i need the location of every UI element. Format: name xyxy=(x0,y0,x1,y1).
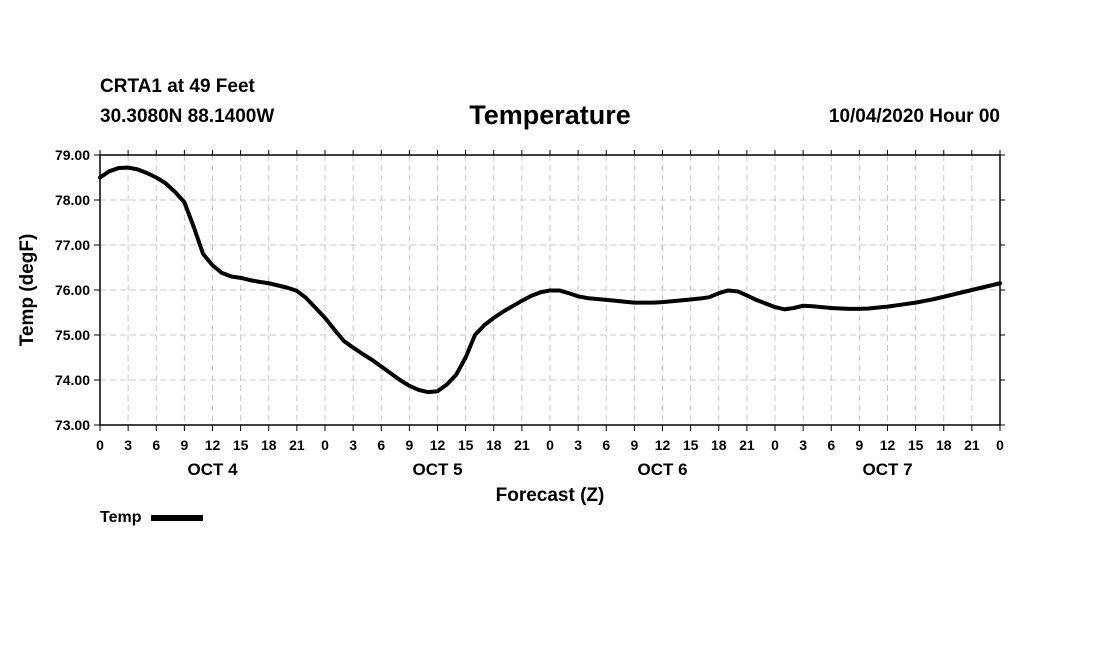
y-axis-title: Temp (degF) xyxy=(17,234,38,347)
axes xyxy=(94,150,1005,431)
y-tick-label: 73.00 xyxy=(55,417,90,433)
day-label: OCT 4 xyxy=(187,460,238,479)
plot-frame xyxy=(99,154,1001,426)
legend-label: Temp xyxy=(100,509,142,526)
x-tick-label: 12 xyxy=(205,437,221,453)
x-tick-label: 0 xyxy=(321,437,329,453)
x-tick-label: 18 xyxy=(711,437,727,453)
x-tick-label: 9 xyxy=(405,437,413,453)
x-tick-label: 18 xyxy=(936,437,952,453)
coordinates-label: 30.3080N 88.1400W xyxy=(100,106,275,127)
x-tick-label: 15 xyxy=(908,437,924,453)
y-tick-label: 77.00 xyxy=(55,237,90,253)
x-tick-label: 21 xyxy=(514,437,530,453)
x-tick-label: 6 xyxy=(152,437,160,453)
x-tick-label: 0 xyxy=(771,437,779,453)
legend-swatch xyxy=(151,515,204,521)
day-label: OCT 7 xyxy=(862,460,912,479)
x-tick-label: 21 xyxy=(739,437,755,453)
x-tick-label: 21 xyxy=(289,437,305,453)
x-tick-label: 0 xyxy=(996,437,1004,453)
x-tick-label: 0 xyxy=(546,437,554,453)
x-tick-label: 3 xyxy=(124,437,132,453)
y-tick-label: 74.00 xyxy=(55,372,90,388)
x-tick-label: 3 xyxy=(574,437,582,453)
x-tick-label: 3 xyxy=(349,437,357,453)
x-tick-label: 0 xyxy=(96,437,104,453)
x-tick-label: 21 xyxy=(964,437,980,453)
y-tick-label: 78.00 xyxy=(55,192,90,208)
station-label: CRTA1 at 49 Feet xyxy=(100,76,255,97)
x-tick-label: 6 xyxy=(602,437,610,453)
x-tick-label: 9 xyxy=(630,437,638,453)
day-label: OCT 6 xyxy=(637,460,687,479)
x-tick-label: 6 xyxy=(827,437,835,453)
x-tick-label: 15 xyxy=(458,437,474,453)
x-tick-label: 18 xyxy=(261,437,277,453)
chart-title: Temperature xyxy=(469,100,631,130)
temp-series-line xyxy=(98,165,1002,395)
x-tick-label: 9 xyxy=(855,437,863,453)
x-tick-label: 15 xyxy=(233,437,249,453)
x-tick-label: 12 xyxy=(655,437,671,453)
x-tick-label: 15 xyxy=(683,437,699,453)
x-tick-label: 18 xyxy=(486,437,502,453)
grid-lines xyxy=(100,155,1000,425)
axis-labels: 73.00 74.00 75.00 76.00 77.00 78.00 79.00 0 3 6 9 1… xyxy=(17,147,1004,506)
run-time-label: 10/04/2020 Hour 00 xyxy=(828,106,1000,127)
x-axis-title: Forecast (Z) xyxy=(496,485,605,506)
y-tick-label: 79.00 xyxy=(55,147,90,163)
x-tick-label: 9 xyxy=(180,437,188,453)
x-tick-label: 3 xyxy=(799,437,807,453)
x-tick-label: 12 xyxy=(880,437,896,453)
legend: Temp xyxy=(100,509,204,527)
y-tick-label: 76.00 xyxy=(55,282,90,298)
x-tick-label: 6 xyxy=(377,437,385,453)
y-tick-label: 75.00 xyxy=(55,327,90,343)
series-layer xyxy=(98,165,1002,395)
day-label: OCT 5 xyxy=(412,460,462,479)
x-tick-label: 12 xyxy=(430,437,446,453)
